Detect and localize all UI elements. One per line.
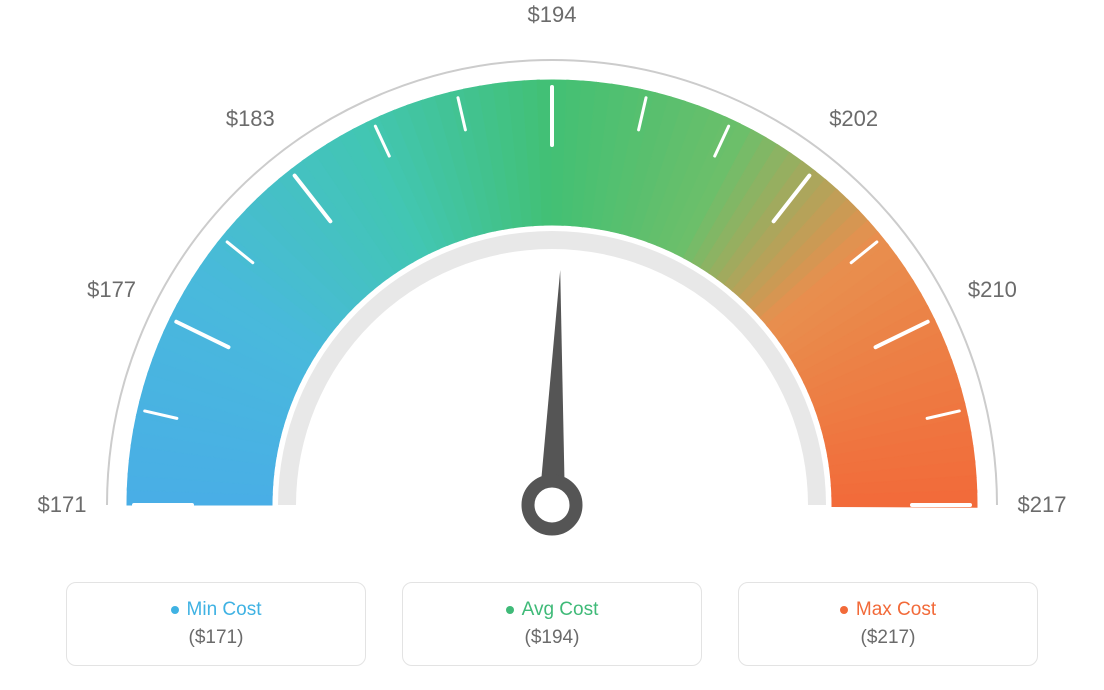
gauge-tick-label: $202 — [829, 106, 878, 132]
legend-label-min: Min Cost — [187, 599, 262, 621]
gauge-tick-label: $171 — [38, 492, 87, 518]
gauge-tick-label: $183 — [226, 106, 275, 132]
legend-card-min: Min Cost ($171) — [66, 582, 366, 666]
gauge-tick-label: $210 — [968, 277, 1017, 303]
legend-title-min: Min Cost — [171, 599, 262, 621]
gauge-needle — [539, 270, 565, 505]
legend-label-max: Max Cost — [856, 599, 936, 621]
legend-title-max: Max Cost — [840, 599, 936, 621]
gauge-tick-label: $194 — [528, 2, 577, 28]
gauge-tick-label: $177 — [87, 277, 136, 303]
gauge-svg — [0, 0, 1104, 560]
legend-value-min: ($171) — [189, 627, 244, 649]
legend-label-avg: Avg Cost — [522, 599, 599, 621]
legend-dot-max — [840, 606, 848, 614]
legend-title-avg: Avg Cost — [506, 599, 599, 621]
legend-value-avg: ($194) — [525, 627, 580, 649]
legend-card-avg: Avg Cost ($194) — [402, 582, 702, 666]
legend-row: Min Cost ($171) Avg Cost ($194) Max Cost… — [0, 582, 1104, 666]
legend-card-max: Max Cost ($217) — [738, 582, 1038, 666]
legend-dot-avg — [506, 606, 514, 614]
legend-dot-min — [171, 606, 179, 614]
gauge-needle-hub — [528, 481, 576, 529]
legend-value-max: ($217) — [861, 627, 916, 649]
cost-gauge-chart: $171 $177 $183 $194 $202 $210 $217 Min Cost ($… — [0, 0, 1104, 690]
gauge-tick-label: $217 — [1018, 492, 1067, 518]
